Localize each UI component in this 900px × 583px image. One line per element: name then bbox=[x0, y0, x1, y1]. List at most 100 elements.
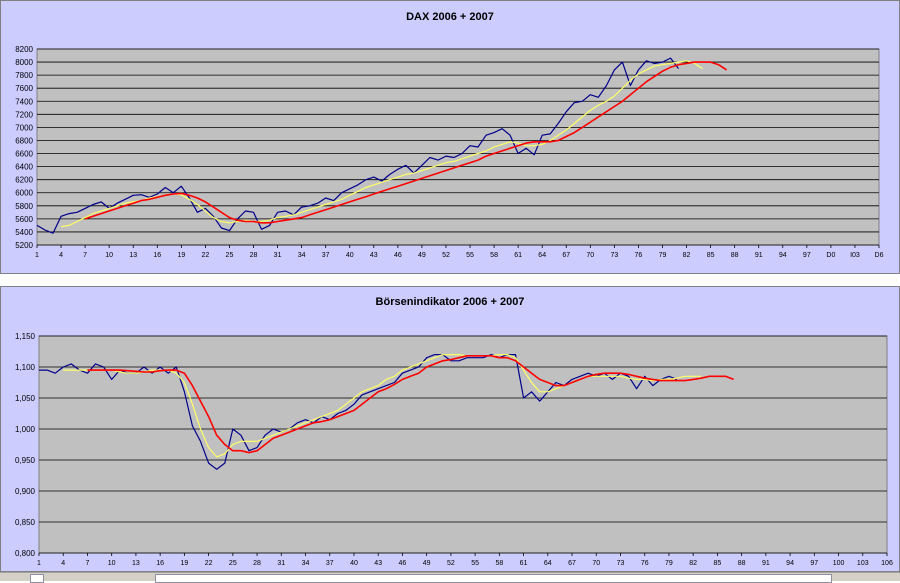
x-tick-label: 85 bbox=[707, 252, 715, 259]
dax-chart-title: DAX 2006 + 2007 bbox=[406, 11, 494, 23]
x-tick-label: 13 bbox=[132, 560, 140, 567]
x-tick-label: 58 bbox=[490, 252, 498, 259]
indicator-chart: 0,800 0,850 0,900 0,950 1,000 1,050 1,100 1,150… bbox=[15, 332, 893, 567]
x-tick-label: 28 bbox=[253, 560, 261, 567]
x-tick-label: 73 bbox=[617, 560, 625, 567]
sheet-tab[interactable] bbox=[30, 574, 44, 583]
x-tick-label: 55 bbox=[471, 560, 479, 567]
y-tick-label: 5600 bbox=[15, 215, 33, 224]
indicator-chart-frame: Börsenindikator 2006 + 2007 0,800 0,850 0,… bbox=[0, 286, 900, 572]
x-tick-label: 64 bbox=[544, 560, 552, 567]
x-tick-label: 52 bbox=[442, 252, 450, 259]
y-tick-label: 0,850 bbox=[15, 518, 36, 527]
series-line-red bbox=[84, 61, 728, 224]
x-tick-label: 46 bbox=[394, 252, 402, 259]
x-tick-label: D0 bbox=[826, 252, 835, 259]
x-tick-label: 91 bbox=[762, 560, 770, 567]
x-tick-label: 1 bbox=[37, 560, 41, 567]
x-tick-label: 70 bbox=[586, 252, 594, 259]
x-tick-label: D6 bbox=[875, 252, 884, 259]
y-tick-label: 7800 bbox=[15, 71, 33, 80]
x-tick-label: 7 bbox=[86, 560, 90, 567]
x-tick-label: 10 bbox=[108, 560, 116, 567]
x-tick-label: 7 bbox=[83, 252, 87, 259]
x-tick-label: 76 bbox=[635, 252, 643, 259]
x-tick-label: 16 bbox=[153, 252, 161, 259]
x-tick-label: 46 bbox=[399, 560, 407, 567]
series-line-red bbox=[87, 355, 734, 454]
x-tick-label: 16 bbox=[156, 560, 164, 567]
y-tick-label: 6400 bbox=[15, 163, 33, 172]
x-tick-label: 82 bbox=[689, 560, 697, 567]
x-tick-label: 37 bbox=[322, 252, 330, 259]
x-tick-label: 34 bbox=[302, 560, 310, 567]
indicator-chart-title: Börsenindikator 2006 + 2007 bbox=[375, 296, 525, 308]
x-tick-label: 61 bbox=[514, 252, 522, 259]
x-tick-label: 55 bbox=[466, 252, 474, 259]
x-tick-label: 94 bbox=[779, 252, 787, 259]
x-tick-label: 79 bbox=[659, 252, 667, 259]
x-tick-label: 40 bbox=[346, 252, 354, 259]
x-tick-label: 25 bbox=[226, 252, 234, 259]
y-tick-label: 0,800 bbox=[15, 549, 36, 558]
y-tick-label: 8000 bbox=[15, 58, 33, 67]
y-tick-label: 6200 bbox=[15, 176, 33, 185]
x-tick-label: 31 bbox=[277, 560, 285, 567]
x-tick-label: 1 bbox=[35, 252, 39, 259]
x-tick-label: 43 bbox=[370, 252, 378, 259]
x-tick-label: 4 bbox=[59, 252, 63, 259]
x-tick-label: 10 bbox=[105, 252, 113, 259]
x-tick-label: 22 bbox=[205, 560, 213, 567]
x-tick-label: 4 bbox=[61, 560, 65, 567]
x-tick-label: 61 bbox=[520, 560, 528, 567]
x-tick-label: 82 bbox=[683, 252, 691, 259]
y-tick-label: 6600 bbox=[15, 150, 33, 159]
x-tick-label: 22 bbox=[202, 252, 210, 259]
x-tick-label: 34 bbox=[298, 252, 306, 259]
y-tick-label: 7400 bbox=[15, 97, 33, 106]
x-tick-label: 49 bbox=[423, 560, 431, 567]
x-tick-label: I03 bbox=[850, 252, 860, 259]
x-tick-label: 88 bbox=[731, 252, 739, 259]
y-tick-label: 6000 bbox=[15, 189, 33, 198]
x-tick-label: 13 bbox=[129, 252, 137, 259]
y-tick-label: 5400 bbox=[15, 228, 33, 237]
y-tick-label: 7000 bbox=[15, 123, 33, 132]
x-tick-label: 67 bbox=[568, 560, 576, 567]
y-tick-label: 1,050 bbox=[15, 394, 36, 403]
x-tick-label: 85 bbox=[714, 560, 722, 567]
dax-chart: 5200 5400 5600 5800 6000 6200 6400 6600 6800 7000… bbox=[15, 45, 884, 259]
x-tick-label: 103 bbox=[857, 560, 869, 567]
x-tick-label: 19 bbox=[177, 252, 185, 259]
x-tick-label: 70 bbox=[592, 560, 600, 567]
x-tick-label: 67 bbox=[562, 252, 570, 259]
plot-area bbox=[36, 48, 880, 246]
x-tick-label: 97 bbox=[803, 252, 811, 259]
y-tick-label: 7600 bbox=[15, 84, 33, 93]
x-tick-label: 25 bbox=[229, 560, 237, 567]
y-tick-label: 5800 bbox=[15, 202, 33, 211]
y-tick-label: 7200 bbox=[15, 110, 33, 119]
x-tick-label: 91 bbox=[755, 252, 763, 259]
x-tick-label: 49 bbox=[418, 252, 426, 259]
x-tick-label: 37 bbox=[326, 560, 334, 567]
x-tick-label: 64 bbox=[538, 252, 546, 259]
y-tick-label: 1,000 bbox=[15, 425, 36, 434]
series-line-blue bbox=[36, 57, 679, 234]
x-tick-label: 28 bbox=[250, 252, 258, 259]
x-tick-label: 76 bbox=[641, 560, 649, 567]
x-tick-label: 100 bbox=[833, 560, 845, 567]
y-tick-label: 0,950 bbox=[15, 456, 36, 465]
y-tick-label: 1,150 bbox=[15, 332, 36, 341]
y-tick-label: 1,100 bbox=[15, 363, 36, 372]
x-tick-label: 106 bbox=[881, 560, 893, 567]
horizontal-scrollbar[interactable] bbox=[155, 574, 832, 583]
plot-area bbox=[38, 335, 888, 554]
x-tick-label: 88 bbox=[738, 560, 746, 567]
x-tick-label: 97 bbox=[810, 560, 818, 567]
y-tick-label: 0,900 bbox=[15, 487, 36, 496]
x-tick-label: 19 bbox=[180, 560, 188, 567]
x-tick-label: 31 bbox=[274, 252, 282, 259]
x-tick-label: 40 bbox=[350, 560, 358, 567]
y-tick-label: 8200 bbox=[15, 45, 33, 54]
